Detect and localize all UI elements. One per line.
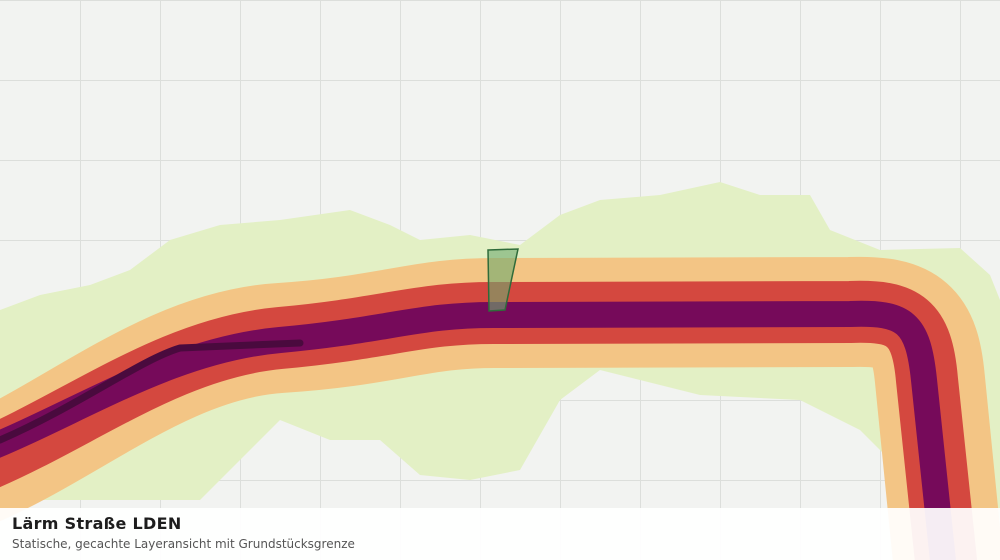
noise-zone-very-high: [0, 300, 956, 560]
layer-subtitle: Statische, gecachte Layeransicht mit Gru…: [12, 537, 355, 551]
layer-title: Lärm Straße LDEN: [12, 514, 182, 533]
noise-zone-max: [0, 339, 304, 444]
road-noise: [0, 256, 1000, 560]
caption: Lärm Straße LDEN Statische, gecachte Lay…: [0, 508, 1000, 560]
parcel-boundary[interactable]: [487, 248, 519, 312]
